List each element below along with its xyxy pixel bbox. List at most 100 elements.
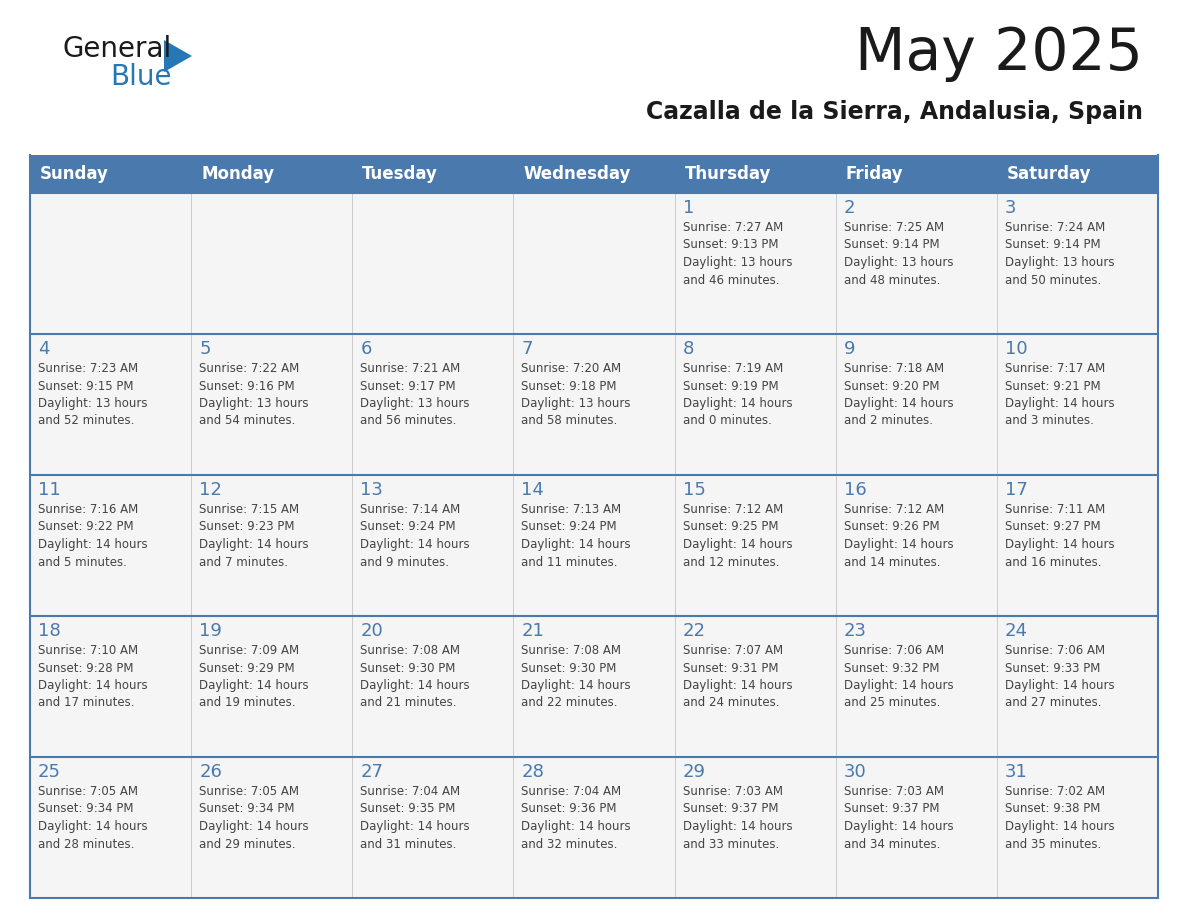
Text: 13: 13 — [360, 481, 384, 499]
Text: 3: 3 — [1005, 199, 1017, 217]
Bar — [675, 475, 835, 616]
Text: Cazalla de la Sierra, Andalusia, Spain: Cazalla de la Sierra, Andalusia, Spain — [646, 100, 1143, 124]
Bar — [997, 334, 1158, 475]
Text: 18: 18 — [38, 622, 61, 640]
Bar — [353, 155, 513, 193]
Text: Thursday: Thursday — [684, 165, 771, 183]
Text: 7: 7 — [522, 340, 533, 358]
Bar — [353, 193, 513, 334]
Text: Sunrise: 7:18 AM
Sunset: 9:20 PM
Daylight: 14 hours
and 2 minutes.: Sunrise: 7:18 AM Sunset: 9:20 PM Dayligh… — [843, 362, 953, 428]
Text: Sunrise: 7:08 AM
Sunset: 9:30 PM
Daylight: 14 hours
and 22 minutes.: Sunrise: 7:08 AM Sunset: 9:30 PM Dayligh… — [522, 644, 631, 710]
Text: Sunrise: 7:14 AM
Sunset: 9:24 PM
Daylight: 14 hours
and 9 minutes.: Sunrise: 7:14 AM Sunset: 9:24 PM Dayligh… — [360, 503, 470, 568]
Text: Tuesday: Tuesday — [362, 165, 438, 183]
Bar — [513, 155, 675, 193]
Text: May 2025: May 2025 — [855, 25, 1143, 82]
Text: 17: 17 — [1005, 481, 1028, 499]
Text: Sunrise: 7:25 AM
Sunset: 9:14 PM
Daylight: 13 hours
and 48 minutes.: Sunrise: 7:25 AM Sunset: 9:14 PM Dayligh… — [843, 221, 953, 286]
Text: Sunrise: 7:20 AM
Sunset: 9:18 PM
Daylight: 13 hours
and 58 minutes.: Sunrise: 7:20 AM Sunset: 9:18 PM Dayligh… — [522, 362, 631, 428]
Text: 4: 4 — [38, 340, 50, 358]
Bar — [30, 193, 191, 334]
Text: Wednesday: Wednesday — [524, 165, 631, 183]
Bar — [835, 193, 997, 334]
Text: 15: 15 — [683, 481, 706, 499]
Bar — [997, 616, 1158, 757]
Text: Sunrise: 7:09 AM
Sunset: 9:29 PM
Daylight: 14 hours
and 19 minutes.: Sunrise: 7:09 AM Sunset: 9:29 PM Dayligh… — [200, 644, 309, 710]
Text: Sunrise: 7:23 AM
Sunset: 9:15 PM
Daylight: 13 hours
and 52 minutes.: Sunrise: 7:23 AM Sunset: 9:15 PM Dayligh… — [38, 362, 147, 428]
Text: 30: 30 — [843, 763, 866, 781]
Text: Sunrise: 7:05 AM
Sunset: 9:34 PM
Daylight: 14 hours
and 29 minutes.: Sunrise: 7:05 AM Sunset: 9:34 PM Dayligh… — [200, 785, 309, 850]
Bar — [353, 475, 513, 616]
Bar — [675, 334, 835, 475]
Text: 28: 28 — [522, 763, 544, 781]
Text: 5: 5 — [200, 340, 210, 358]
Text: Sunrise: 7:19 AM
Sunset: 9:19 PM
Daylight: 14 hours
and 0 minutes.: Sunrise: 7:19 AM Sunset: 9:19 PM Dayligh… — [683, 362, 792, 428]
Text: Sunrise: 7:21 AM
Sunset: 9:17 PM
Daylight: 13 hours
and 56 minutes.: Sunrise: 7:21 AM Sunset: 9:17 PM Dayligh… — [360, 362, 469, 428]
Text: Sunrise: 7:03 AM
Sunset: 9:37 PM
Daylight: 14 hours
and 34 minutes.: Sunrise: 7:03 AM Sunset: 9:37 PM Dayligh… — [843, 785, 953, 850]
Text: Sunrise: 7:11 AM
Sunset: 9:27 PM
Daylight: 14 hours
and 16 minutes.: Sunrise: 7:11 AM Sunset: 9:27 PM Dayligh… — [1005, 503, 1114, 568]
Bar — [30, 757, 191, 898]
Bar — [513, 757, 675, 898]
Text: 23: 23 — [843, 622, 867, 640]
Text: Sunrise: 7:10 AM
Sunset: 9:28 PM
Daylight: 14 hours
and 17 minutes.: Sunrise: 7:10 AM Sunset: 9:28 PM Dayligh… — [38, 644, 147, 710]
Text: Sunrise: 7:05 AM
Sunset: 9:34 PM
Daylight: 14 hours
and 28 minutes.: Sunrise: 7:05 AM Sunset: 9:34 PM Dayligh… — [38, 785, 147, 850]
Bar — [191, 155, 353, 193]
Text: 25: 25 — [38, 763, 61, 781]
Text: 31: 31 — [1005, 763, 1028, 781]
Bar — [513, 616, 675, 757]
Text: 19: 19 — [200, 622, 222, 640]
Text: Sunrise: 7:16 AM
Sunset: 9:22 PM
Daylight: 14 hours
and 5 minutes.: Sunrise: 7:16 AM Sunset: 9:22 PM Dayligh… — [38, 503, 147, 568]
Text: 1: 1 — [683, 199, 694, 217]
Text: Sunrise: 7:06 AM
Sunset: 9:32 PM
Daylight: 14 hours
and 25 minutes.: Sunrise: 7:06 AM Sunset: 9:32 PM Dayligh… — [843, 644, 953, 710]
Bar — [30, 155, 191, 193]
Bar — [191, 616, 353, 757]
Text: Sunrise: 7:07 AM
Sunset: 9:31 PM
Daylight: 14 hours
and 24 minutes.: Sunrise: 7:07 AM Sunset: 9:31 PM Dayligh… — [683, 644, 792, 710]
Text: Sunrise: 7:12 AM
Sunset: 9:25 PM
Daylight: 14 hours
and 12 minutes.: Sunrise: 7:12 AM Sunset: 9:25 PM Dayligh… — [683, 503, 792, 568]
Text: Sunrise: 7:04 AM
Sunset: 9:36 PM
Daylight: 14 hours
and 32 minutes.: Sunrise: 7:04 AM Sunset: 9:36 PM Dayligh… — [522, 785, 631, 850]
Text: 29: 29 — [683, 763, 706, 781]
Text: 14: 14 — [522, 481, 544, 499]
Text: 6: 6 — [360, 340, 372, 358]
Text: 24: 24 — [1005, 622, 1028, 640]
Text: 10: 10 — [1005, 340, 1028, 358]
Text: Sunrise: 7:04 AM
Sunset: 9:35 PM
Daylight: 14 hours
and 31 minutes.: Sunrise: 7:04 AM Sunset: 9:35 PM Dayligh… — [360, 785, 470, 850]
Text: 21: 21 — [522, 622, 544, 640]
Bar — [997, 155, 1158, 193]
Bar — [997, 757, 1158, 898]
Text: Sunrise: 7:22 AM
Sunset: 9:16 PM
Daylight: 13 hours
and 54 minutes.: Sunrise: 7:22 AM Sunset: 9:16 PM Dayligh… — [200, 362, 309, 428]
Bar — [513, 475, 675, 616]
Text: Sunrise: 7:08 AM
Sunset: 9:30 PM
Daylight: 14 hours
and 21 minutes.: Sunrise: 7:08 AM Sunset: 9:30 PM Dayligh… — [360, 644, 470, 710]
Text: 2: 2 — [843, 199, 855, 217]
Bar — [513, 193, 675, 334]
Text: 16: 16 — [843, 481, 866, 499]
Bar — [30, 616, 191, 757]
Polygon shape — [164, 40, 192, 72]
Bar — [191, 193, 353, 334]
Bar — [835, 757, 997, 898]
Bar — [675, 757, 835, 898]
Text: Sunrise: 7:03 AM
Sunset: 9:37 PM
Daylight: 14 hours
and 33 minutes.: Sunrise: 7:03 AM Sunset: 9:37 PM Dayligh… — [683, 785, 792, 850]
Text: 9: 9 — [843, 340, 855, 358]
Bar — [353, 757, 513, 898]
Text: 26: 26 — [200, 763, 222, 781]
Text: Blue: Blue — [110, 63, 171, 91]
Text: 22: 22 — [683, 622, 706, 640]
Text: Sunrise: 7:24 AM
Sunset: 9:14 PM
Daylight: 13 hours
and 50 minutes.: Sunrise: 7:24 AM Sunset: 9:14 PM Dayligh… — [1005, 221, 1114, 286]
Text: 11: 11 — [38, 481, 61, 499]
Text: Sunrise: 7:02 AM
Sunset: 9:38 PM
Daylight: 14 hours
and 35 minutes.: Sunrise: 7:02 AM Sunset: 9:38 PM Dayligh… — [1005, 785, 1114, 850]
Bar — [191, 757, 353, 898]
Bar — [835, 616, 997, 757]
Text: Saturday: Saturday — [1007, 165, 1092, 183]
Text: Monday: Monday — [201, 165, 274, 183]
Bar — [997, 193, 1158, 334]
Text: 12: 12 — [200, 481, 222, 499]
Text: Sunrise: 7:12 AM
Sunset: 9:26 PM
Daylight: 14 hours
and 14 minutes.: Sunrise: 7:12 AM Sunset: 9:26 PM Dayligh… — [843, 503, 953, 568]
Text: Sunrise: 7:06 AM
Sunset: 9:33 PM
Daylight: 14 hours
and 27 minutes.: Sunrise: 7:06 AM Sunset: 9:33 PM Dayligh… — [1005, 644, 1114, 710]
Bar — [353, 334, 513, 475]
Bar — [675, 193, 835, 334]
Text: Sunrise: 7:27 AM
Sunset: 9:13 PM
Daylight: 13 hours
and 46 minutes.: Sunrise: 7:27 AM Sunset: 9:13 PM Dayligh… — [683, 221, 792, 286]
Bar — [353, 616, 513, 757]
Bar — [191, 475, 353, 616]
Text: Sunrise: 7:15 AM
Sunset: 9:23 PM
Daylight: 14 hours
and 7 minutes.: Sunrise: 7:15 AM Sunset: 9:23 PM Dayligh… — [200, 503, 309, 568]
Text: Sunrise: 7:17 AM
Sunset: 9:21 PM
Daylight: 14 hours
and 3 minutes.: Sunrise: 7:17 AM Sunset: 9:21 PM Dayligh… — [1005, 362, 1114, 428]
Text: Sunrise: 7:13 AM
Sunset: 9:24 PM
Daylight: 14 hours
and 11 minutes.: Sunrise: 7:13 AM Sunset: 9:24 PM Dayligh… — [522, 503, 631, 568]
